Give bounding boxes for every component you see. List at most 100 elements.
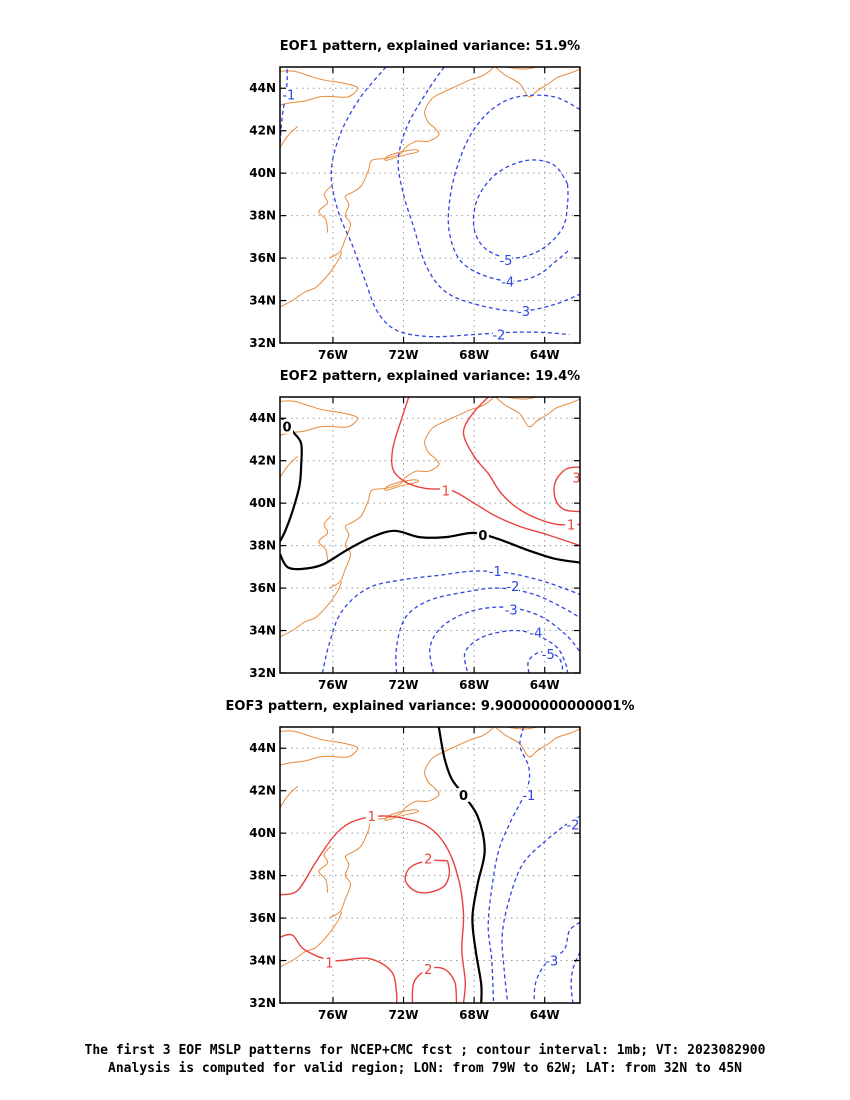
panel-title: EOF1 pattern, explained variance: 51.9% [280,39,580,54]
coastline [494,397,580,428]
coastline [384,809,419,821]
contour-label-bg [545,953,558,968]
eof-panels: EOF1 pattern, explained variance: 51.9% -… [226,39,635,1022]
eof-panel-1: EOF1 pattern, explained variance: 51.9% -… [249,39,581,362]
x-tick-label: 68W [459,348,489,362]
x-tick-label: 68W [459,1008,489,1022]
y-tick-label: 38N [249,869,276,883]
contour-line-2-7 [395,587,580,673]
contour-label: 0 [283,421,292,436]
coastline [280,730,359,766]
coastline [384,479,419,491]
x-tick-label: 72W [389,1008,419,1022]
y-tick-label: 36N [249,251,276,265]
x-tick-label: 64W [530,1008,560,1022]
contour-label-bg [492,327,505,342]
contour-line-1-2 [330,67,570,338]
plot-frame [279,726,581,1004]
plot-area: -1 -2 -3-4 -5 [280,67,580,344]
contour-line-2-8 [429,606,580,673]
y-tick-label: 42N [249,124,276,138]
contour-label-bg [501,274,514,289]
contour-label: -2 [506,580,519,595]
coastline [494,727,580,758]
x-tick-label: 72W [389,348,419,362]
contour-line-1-3 [397,67,580,312]
contour-line-3-7 [501,815,580,1003]
contour-line-3-3 [280,933,398,1003]
contour-label-bg [506,578,519,593]
contour-line-1-5 [472,159,569,259]
contour-line-3-6 [487,727,531,1003]
coastline [329,727,494,919]
contour-label-bg [323,955,336,970]
x-tick-label: 64W [530,348,560,362]
contour-label-bg [499,253,512,268]
contour-label-bg [439,483,452,498]
contour-label-bg [281,419,294,434]
contour-line-1-4 [447,94,580,283]
contour-line-2-4 [462,397,580,526]
contour-line-3-5 [411,966,458,1003]
y-tick-label: 34N [249,954,276,968]
contour-label-bg [542,646,555,661]
contour-label-bg [476,528,489,542]
contour-label: -1 [282,89,295,104]
y-tick-label: 40N [249,166,276,180]
contour-line-2-6 [321,570,580,673]
contour-label-bg [457,787,470,802]
y-tick-label: 34N [249,294,276,308]
contour-label-bg [422,962,435,977]
y-tick-label: 38N [249,539,276,553]
contour-label-bg [505,602,518,617]
contour-label-bg [282,87,295,102]
contour-label: -1 [489,565,502,580]
y-tick-label: 40N [249,496,276,510]
contour-label: 0 [459,789,468,804]
coastline [280,400,359,436]
y-tick-label: 34N [249,624,276,638]
contour-label: -2 [492,329,505,344]
contour-label-bg [365,809,378,824]
x-tick-label: 76W [318,1008,348,1022]
y-tick-label: 36N [249,911,276,925]
y-tick-label: 42N [249,454,276,468]
contour-label: -4 [501,275,514,290]
coastline [494,67,580,98]
coastline [384,149,419,161]
contour-label: 1 [442,484,450,499]
contour-label: -3 [517,305,530,320]
plot-frame [279,66,581,344]
x-tick-label: 76W [318,348,348,362]
y-tick-label: 44N [249,411,276,425]
coastline [280,456,298,478]
contour-label: 3 [572,472,580,487]
contour-label: -2 [566,819,579,834]
eof-panel-2: EOF2 pattern, explained variance: 19.4% 0… [249,369,581,692]
contour-line-2-3 [390,397,580,547]
y-tick-label: 32N [249,996,276,1010]
y-tick-label: 38N [249,209,276,223]
contour-label: -3 [505,603,518,618]
y-tick-label: 36N [249,581,276,595]
contour-label-bg [489,564,502,579]
eof-panel-3: EOF3 pattern, explained variance: 9.9000… [226,699,635,1022]
y-tick-label: 40N [249,826,276,840]
contour-line-2-5 [553,466,580,513]
coastline [318,185,332,233]
plot-area: 0 1 1 2 2 -1 -2 -3 [280,727,580,1003]
coastline [329,397,494,589]
x-tick-label: 64W [530,678,560,692]
contour-label-bg [570,470,580,485]
contour-line-3-2 [280,815,467,1003]
coastline [280,70,359,106]
contour-label-bg [566,817,579,832]
contour-label: -5 [499,254,512,269]
y-tick-label: 32N [249,666,276,680]
coastline [280,581,343,638]
contour-line-1-1 [280,69,288,146]
caption-line-1: The first 3 EOF MSLP patterns for NCEP+C… [84,1043,766,1058]
panel-title: EOF2 pattern, explained variance: 19.4% [280,369,580,384]
coastline [318,515,332,563]
contour-label: -4 [529,627,542,642]
